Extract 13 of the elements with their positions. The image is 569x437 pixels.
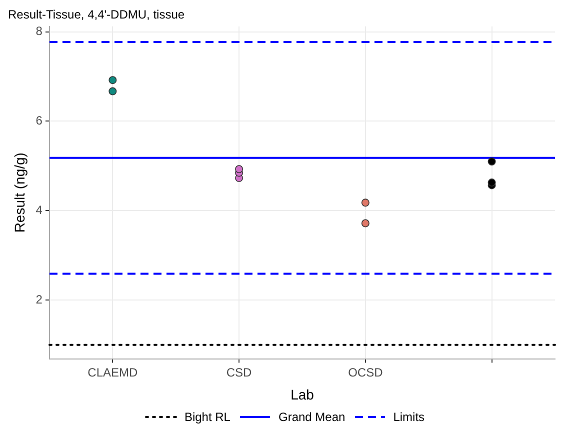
y-tick-label: 2: [36, 292, 43, 307]
x-axis-title: Lab: [290, 386, 314, 402]
x-tick-label: CSD: [226, 365, 252, 380]
y-tick-label: 4: [36, 203, 43, 218]
y-tick-label: 6: [36, 114, 43, 128]
legend-label: Grand Mean: [278, 410, 346, 424]
x-tick-label: OCSD: [348, 365, 384, 380]
y-axis-title: Result (ng/g): [11, 152, 28, 233]
y-tick-label: 8: [36, 24, 43, 38]
chart-title: Result-Tissue, 4,4'-DDMU, tissue: [8, 8, 185, 22]
legend-label: Bight RL: [184, 410, 230, 424]
x-tick-label: CLAEMD: [88, 365, 138, 380]
legend-label: Limits: [393, 410, 425, 424]
